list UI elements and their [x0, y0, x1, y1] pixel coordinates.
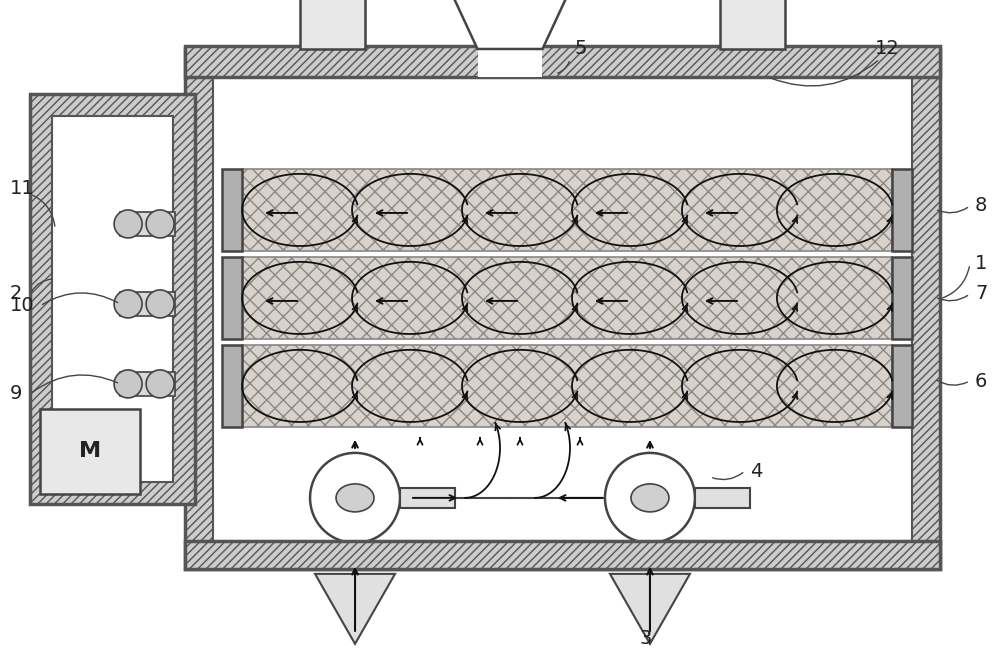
Polygon shape [315, 574, 395, 644]
Bar [720, 0, 785, 49]
Circle shape [146, 290, 174, 318]
Text: 12: 12 [875, 39, 900, 58]
Bar [40, 409, 140, 494]
Bar [213, 77, 912, 541]
Bar [185, 541, 940, 569]
Bar [892, 169, 912, 251]
Bar [120, 292, 175, 316]
Ellipse shape [631, 484, 669, 512]
Text: 5: 5 [575, 39, 587, 58]
Text: 1: 1 [975, 254, 987, 273]
Bar [222, 169, 242, 251]
Text: 3: 3 [640, 629, 652, 648]
Text: 4: 4 [750, 462, 762, 481]
Text: 6: 6 [975, 372, 987, 391]
Bar [478, 49, 542, 77]
Text: 2: 2 [10, 284, 22, 303]
Bar [222, 257, 242, 339]
Text: 10: 10 [10, 296, 35, 315]
Ellipse shape [336, 484, 374, 512]
Bar [120, 212, 175, 236]
Circle shape [146, 210, 174, 238]
Text: 7: 7 [975, 284, 987, 303]
Bar [242, 169, 892, 251]
Bar [185, 49, 940, 569]
Bar [300, 0, 365, 49]
Bar [242, 257, 892, 339]
Bar [242, 345, 892, 427]
Text: 9: 9 [10, 384, 22, 403]
Bar [695, 488, 750, 508]
Polygon shape [610, 574, 690, 644]
Circle shape [146, 370, 174, 398]
Text: 8: 8 [975, 196, 987, 215]
Polygon shape [445, 0, 575, 49]
Circle shape [605, 453, 695, 543]
Text: 11: 11 [10, 179, 35, 198]
Circle shape [114, 290, 142, 318]
Circle shape [310, 453, 400, 543]
Bar [120, 372, 175, 396]
Bar [222, 345, 242, 427]
Bar [400, 488, 455, 508]
Circle shape [114, 370, 142, 398]
Bar [892, 345, 912, 427]
Bar [185, 46, 940, 77]
Bar [892, 257, 912, 339]
Text: M: M [79, 441, 101, 461]
Bar [52, 116, 173, 482]
Circle shape [114, 210, 142, 238]
Bar [30, 94, 195, 504]
